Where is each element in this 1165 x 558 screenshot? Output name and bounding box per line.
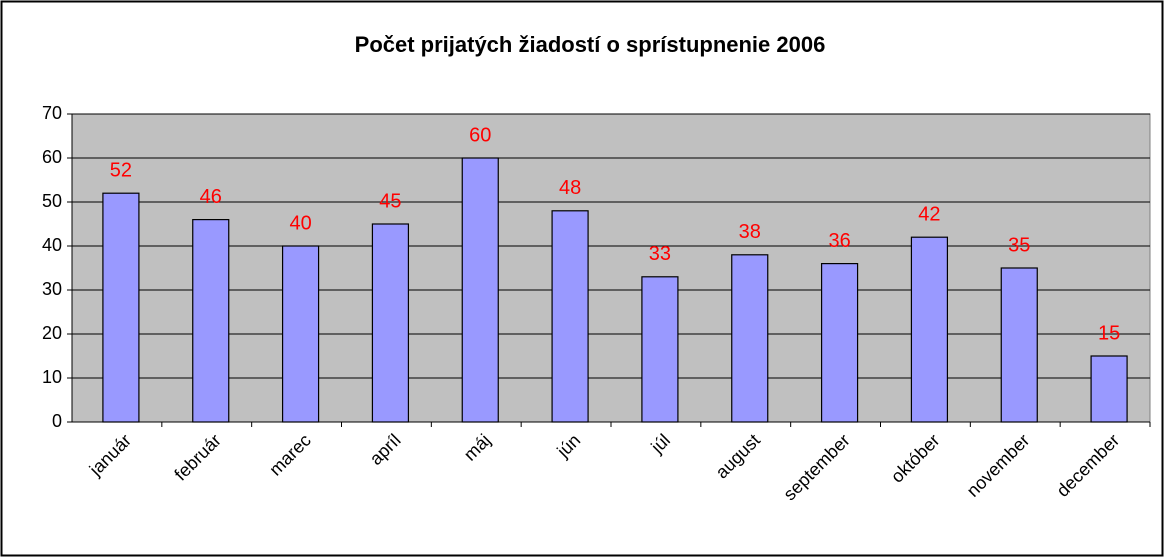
data-label: 40: [289, 212, 311, 234]
data-label: 36: [828, 230, 850, 252]
bar: [281, 245, 320, 423]
y-tick-label: 50: [42, 191, 62, 211]
data-label: 33: [649, 243, 671, 265]
bar: [731, 254, 769, 423]
chart-title: Počet prijatých žiadostí o sprístupnenie…: [355, 32, 826, 57]
y-tick-label: 20: [42, 323, 62, 343]
bar: [551, 210, 589, 423]
data-label: 35: [1008, 234, 1030, 256]
y-tick-label: 0: [52, 411, 62, 431]
bar: [641, 276, 679, 423]
bar: [820, 263, 859, 423]
data-label: 46: [200, 186, 222, 208]
y-tick-label: 70: [42, 103, 62, 123]
bar: [910, 236, 949, 423]
y-tick-label: 10: [42, 367, 62, 387]
data-label: 42: [918, 203, 940, 225]
bar: [371, 223, 410, 423]
y-tick-label: 30: [42, 279, 62, 299]
plot-area: [71, 113, 1151, 423]
bar: [1090, 355, 1128, 423]
bar: [1000, 267, 1038, 423]
data-label: 38: [739, 221, 761, 243]
data-label: 52: [110, 159, 132, 181]
bar: [102, 192, 140, 423]
bar: [461, 157, 499, 423]
data-label: 48: [559, 177, 581, 199]
y-tick-label: 60: [42, 147, 62, 167]
y-tick-label: 40: [42, 235, 62, 255]
data-label: 15: [1098, 322, 1120, 344]
data-label: 60: [469, 124, 491, 146]
bar: [192, 219, 230, 423]
data-label: 45: [379, 190, 401, 212]
